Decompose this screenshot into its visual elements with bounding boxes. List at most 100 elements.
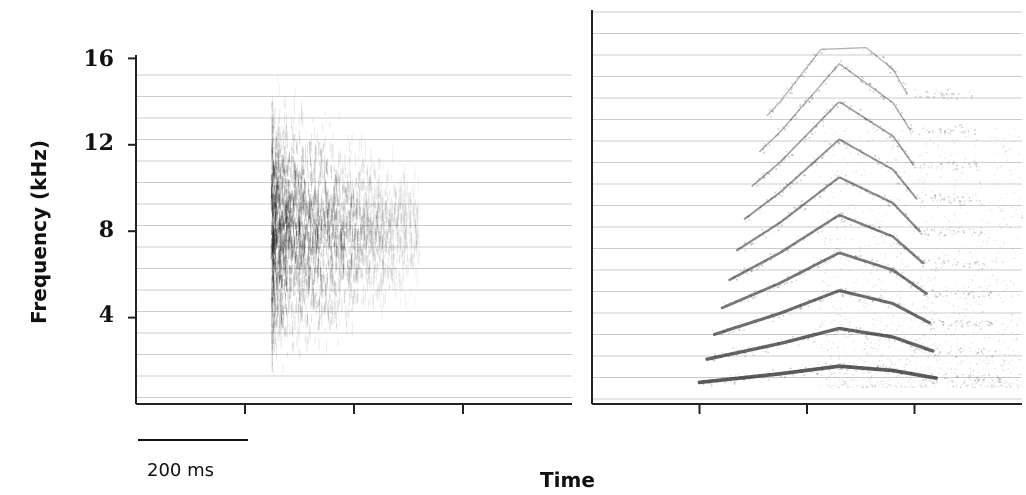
noise-speck: [1004, 382, 1006, 384]
speckle: [771, 287, 774, 290]
speckle: [781, 195, 783, 197]
speckle: [801, 75, 804, 77]
speckle: [920, 93, 922, 95]
speckle: [794, 305, 797, 308]
speckle: [930, 324, 932, 326]
speckle: [792, 183, 794, 185]
speckle: [888, 68, 891, 70]
noise-speck: [870, 384, 872, 386]
speckle: [791, 281, 793, 283]
speckle: [751, 242, 754, 245]
speckle: [948, 325, 950, 327]
noise-speck: [997, 331, 999, 333]
noise-speck: [855, 170, 858, 172]
speckle: [792, 243, 794, 245]
noise-speck: [921, 277, 923, 279]
speckle: [838, 249, 841, 251]
speckle: [911, 285, 913, 287]
noise-speck: [1021, 216, 1023, 219]
speckle: [903, 248, 906, 250]
speckle: [744, 249, 747, 252]
speckle: [750, 292, 752, 294]
speckle: [869, 83, 871, 86]
speckle: [804, 174, 806, 176]
noise-speck: [965, 133, 967, 135]
speckle: [918, 228, 920, 230]
speckle: [956, 376, 958, 378]
speckle: [873, 263, 876, 266]
speckle: [865, 190, 867, 193]
speckle: [850, 295, 852, 297]
noise-speck: [928, 371, 930, 373]
noise-speck: [905, 215, 907, 217]
speckle: [853, 71, 855, 74]
speckle: [844, 180, 847, 182]
speckle: [936, 377, 939, 379]
noise-speck: [921, 183, 924, 185]
speckle: [858, 332, 860, 334]
speckle: [897, 80, 899, 82]
speckle: [977, 348, 980, 350]
noise-speck: [908, 386, 910, 388]
speckle: [898, 244, 901, 246]
speckle: [856, 109, 858, 112]
noise-speck: [888, 368, 890, 370]
noise-speck: [881, 302, 882, 303]
speckle: [922, 168, 924, 171]
speckle: [978, 234, 980, 236]
noise-speck: [864, 227, 867, 229]
noise-speck: [872, 318, 874, 320]
speckle: [782, 94, 784, 97]
noise-speck: [965, 263, 967, 265]
speckle: [912, 255, 915, 257]
speckle: [962, 229, 965, 232]
speckle: [941, 321, 943, 323]
speckle: [910, 313, 912, 315]
noise-speck: [1017, 238, 1019, 240]
speckle: [885, 366, 887, 369]
speckle: [847, 258, 849, 261]
speckle: [722, 330, 725, 332]
noise-speck: [1006, 386, 1008, 388]
noise-speck: [888, 379, 890, 381]
speckle: [804, 101, 807, 104]
speckle: [897, 138, 899, 141]
noise-speck: [824, 189, 826, 192]
noise-speck: [999, 364, 1000, 365]
speckle: [854, 258, 856, 260]
speckle: [823, 48, 825, 50]
speckle: [729, 381, 732, 383]
speckle: [975, 200, 978, 202]
speckle: [899, 372, 902, 374]
noise-speck: [896, 376, 898, 378]
speckle: [787, 339, 789, 341]
speckle: [921, 201, 923, 204]
noise-speck: [966, 193, 968, 195]
noise-speck: [953, 212, 955, 215]
speckle: [869, 371, 872, 373]
speckle: [784, 217, 787, 219]
speckle: [821, 189, 824, 192]
speckle: [861, 81, 863, 84]
speckle: [867, 154, 870, 157]
noise-speck: [872, 364, 875, 367]
speckle: [857, 294, 859, 296]
speckle: [804, 366, 807, 369]
speckle: [902, 376, 905, 379]
speckle: [979, 200, 981, 202]
noise-speck: [919, 245, 921, 247]
speckle: [951, 93, 953, 95]
speckle: [752, 354, 755, 356]
speckle: [926, 228, 928, 230]
speckle: [729, 353, 732, 355]
speckle: [969, 166, 972, 168]
speckle: [782, 98, 784, 100]
speckle: [896, 104, 898, 106]
noise-speck: [917, 210, 919, 212]
speckle: [814, 197, 816, 200]
speckle: [895, 104, 898, 106]
speckle: [942, 324, 944, 326]
noise-speck: [864, 302, 867, 304]
speckle: [868, 193, 871, 195]
noise-speck: [821, 325, 823, 327]
